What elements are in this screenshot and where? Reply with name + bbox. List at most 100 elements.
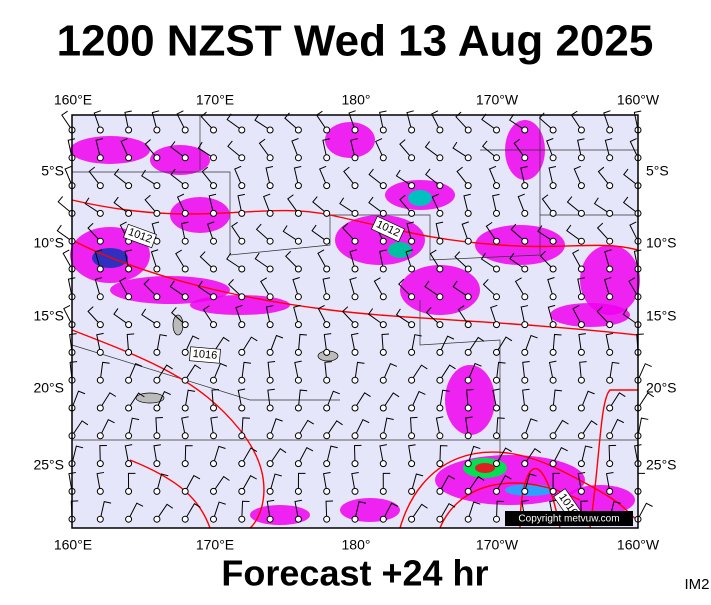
wind-station [606, 182, 614, 190]
rain-area [170, 197, 230, 233]
wind-station [266, 265, 274, 273]
wind-station [577, 209, 585, 217]
latitude-label: 5°S [646, 163, 669, 179]
wind-barb [269, 334, 284, 353]
wind-station [521, 321, 529, 329]
forecast-label: Forecast +24 hr [221, 553, 488, 594]
wind-station [125, 126, 133, 134]
wind-station [521, 154, 529, 162]
wind-barb [124, 110, 132, 131]
wind-station [294, 321, 302, 329]
wind-barb [395, 169, 412, 187]
wind-barb [435, 416, 444, 436]
wind-barb [513, 138, 526, 159]
rain-area [400, 265, 480, 315]
wind-barb [311, 224, 327, 242]
wind-station [96, 432, 104, 440]
wind-barb [351, 471, 359, 492]
wind-station [549, 126, 557, 134]
wind-station [351, 515, 359, 523]
wind-station [493, 237, 500, 245]
wind-station [294, 515, 302, 523]
wind-station [549, 487, 557, 495]
wind-barb [324, 361, 332, 381]
wind-barb [241, 475, 257, 492]
wind-station [266, 126, 274, 134]
wind-barb [197, 280, 214, 298]
wind-barb [548, 360, 557, 381]
wind-barb [548, 166, 557, 186]
wind-station [238, 293, 246, 301]
wind-barb [552, 389, 563, 409]
wind-station [210, 237, 217, 245]
wind-station [266, 348, 274, 356]
wind-barb [637, 502, 653, 520]
wind-barb [382, 502, 399, 520]
wind-station [577, 487, 585, 495]
wind-station [351, 154, 359, 162]
wind-station [266, 293, 274, 301]
wind-barb [580, 390, 595, 409]
wind-station [266, 487, 274, 495]
wind-station [153, 487, 161, 495]
wind-barb [266, 499, 275, 520]
wind-station [153, 515, 161, 523]
wind-barb [213, 336, 230, 353]
rain-area [70, 136, 150, 164]
wind-barb [382, 417, 394, 436]
isobar [589, 389, 638, 529]
wind-barb [156, 364, 173, 381]
wind-station [408, 404, 416, 412]
wind-station [266, 376, 274, 384]
wind-barb [580, 420, 598, 437]
wind-barb [552, 333, 562, 353]
wind-barb [381, 333, 390, 353]
wind-station [549, 404, 557, 412]
wind-station [493, 265, 500, 273]
wind-station [323, 515, 331, 523]
image-code: IM2 [684, 576, 709, 593]
wind-station [436, 321, 444, 329]
wind-station [351, 487, 359, 495]
latitude-label: 20°S [33, 380, 64, 396]
wind-station [408, 237, 416, 245]
wind-station [210, 487, 217, 495]
wind-barb [184, 335, 200, 353]
wind-barb [496, 474, 512, 492]
wind-barb [267, 388, 275, 409]
wind-station [577, 265, 585, 273]
wind-station [181, 404, 189, 412]
wind-station [493, 487, 500, 495]
wind-station [323, 404, 331, 412]
wind-barb [431, 110, 441, 131]
wind-barb [382, 392, 400, 409]
wind-station [210, 515, 217, 523]
wind-station [493, 515, 500, 523]
wind-station [351, 321, 359, 329]
wind-station [181, 432, 189, 440]
wind-station [408, 376, 416, 384]
wind-barb [457, 305, 469, 325]
wind-barb [539, 250, 554, 270]
wind-barb [94, 277, 103, 297]
wind-barb [552, 446, 568, 464]
wind-station [153, 321, 161, 329]
wind-station [493, 404, 500, 412]
wind-barb [282, 225, 299, 242]
rain-area [110, 276, 230, 304]
wind-barb [267, 361, 276, 381]
wind-station [153, 126, 161, 134]
wind-station [238, 404, 246, 412]
wind-barb [153, 444, 161, 464]
wind-station [549, 348, 557, 356]
wind-station [181, 515, 189, 523]
wind-station [210, 404, 217, 412]
wind-station [606, 487, 614, 495]
wind-station [379, 348, 387, 356]
heavy-rain [408, 190, 432, 206]
wind-station [549, 460, 557, 468]
wind-station [436, 293, 444, 301]
wind-barb [170, 141, 186, 159]
wind-barb [409, 416, 418, 436]
wind-station [408, 265, 416, 273]
